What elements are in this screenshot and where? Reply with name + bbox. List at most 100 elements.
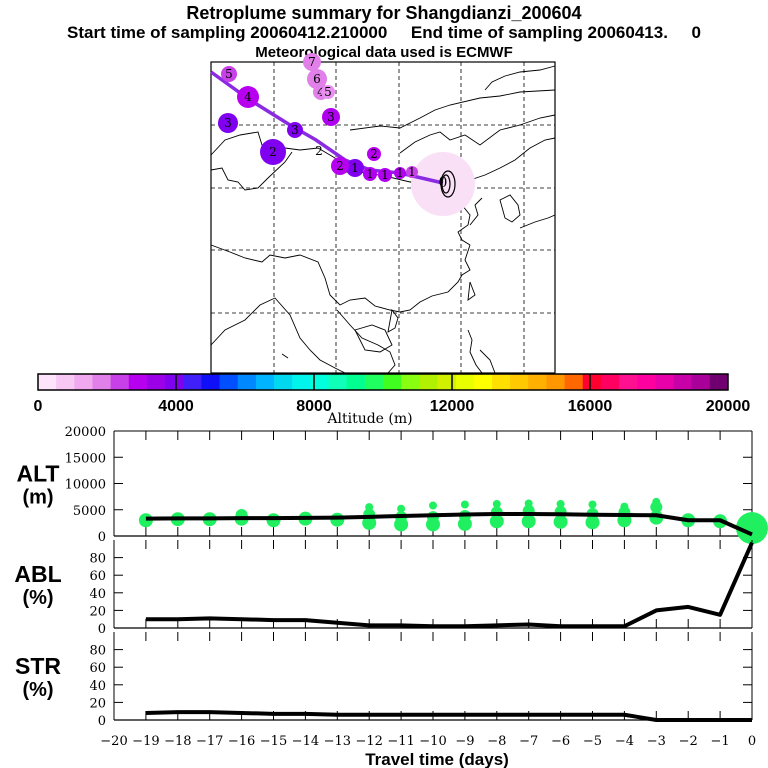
cluster-day-label: 2 bbox=[370, 147, 378, 161]
panel-unit-label: (m) bbox=[22, 487, 53, 509]
x-tick-label: 0 bbox=[748, 734, 756, 749]
panel-label: ALT bbox=[16, 461, 59, 487]
colorbar-swatch bbox=[310, 374, 330, 390]
y-tick-label: 0 bbox=[98, 622, 106, 637]
colorbar-swatch bbox=[401, 374, 420, 390]
trajectory-cluster-marker bbox=[322, 108, 340, 126]
panel-abl: 0 20 40 60 80 ABL(%) bbox=[14, 540, 754, 637]
x-tick-label: −12 bbox=[355, 734, 382, 749]
colorbar-frame bbox=[37, 373, 729, 391]
met-data-subtitle: Meteorological data used is ECMWF bbox=[255, 44, 513, 61]
trajectory-cluster-marker bbox=[346, 159, 364, 177]
altitude-scatter-point bbox=[521, 514, 536, 529]
colorbar-swatch bbox=[510, 374, 529, 390]
colorbar-swatch bbox=[38, 374, 57, 390]
release-contour bbox=[440, 170, 456, 198]
panel-label: ABL bbox=[14, 561, 61, 587]
x-tick-label: −2 bbox=[679, 734, 698, 749]
colorbar-swatch bbox=[292, 374, 311, 390]
colorbar-swatch bbox=[274, 374, 293, 390]
colorbar-swatch bbox=[582, 374, 602, 390]
altitude-scatter-point bbox=[652, 497, 661, 506]
y-tick-label: 20000 bbox=[65, 425, 106, 440]
trajectory-cluster-marker bbox=[378, 168, 392, 182]
colorbar-swatch bbox=[600, 374, 620, 390]
colorbar-swatch bbox=[691, 374, 711, 390]
map-coastlines bbox=[210, 65, 556, 374]
trajectory-cluster-marker bbox=[367, 147, 381, 161]
altitude-scatter-point bbox=[556, 499, 565, 508]
trajectory-cluster-marker bbox=[406, 166, 418, 178]
cluster-day-label: 1 bbox=[396, 166, 404, 180]
altitude-scatter-point bbox=[330, 512, 345, 527]
colorbar-tick-label: 12000 bbox=[430, 398, 475, 415]
cluster-day-label: 4 bbox=[244, 90, 252, 104]
x-tick-label: −17 bbox=[196, 734, 223, 749]
colorbar-swatch bbox=[455, 374, 475, 390]
altitude-scatter-point bbox=[585, 515, 600, 530]
x-tick-label: −14 bbox=[292, 734, 319, 749]
cluster-day-label: 1 bbox=[366, 167, 374, 181]
trajectory-cluster-marker bbox=[237, 86, 259, 108]
colorbar-swatch bbox=[419, 374, 438, 390]
panel-unit-label: (%) bbox=[22, 679, 53, 701]
x-tick-label: −5 bbox=[583, 734, 602, 749]
altitude-scatter-point bbox=[492, 499, 501, 508]
y-tick-label: 40 bbox=[89, 587, 106, 602]
cluster-day-label: 6 bbox=[313, 72, 321, 86]
x-tick-label: −15 bbox=[260, 734, 287, 749]
cluster-day-label: 2 bbox=[315, 144, 323, 158]
y-tick-label: 80 bbox=[89, 644, 106, 659]
altitude-scatter-point bbox=[460, 500, 469, 509]
colorbar-swatch bbox=[146, 374, 166, 390]
y-tick-label: 20 bbox=[89, 604, 106, 619]
trajectory-cluster-marker bbox=[363, 167, 377, 181]
x-tick-label: −1 bbox=[711, 734, 730, 749]
map-markers: 0111112222333445567 bbox=[218, 53, 456, 198]
trajectory-cluster-marker bbox=[260, 139, 286, 165]
x-tick-label: −9 bbox=[455, 734, 474, 749]
cluster-day-label: 1 bbox=[408, 165, 416, 179]
release-contour bbox=[441, 174, 451, 194]
y-tick-label: 80 bbox=[89, 552, 106, 567]
y-tick-label: 10000 bbox=[65, 478, 106, 493]
x-tick-label: −3 bbox=[647, 734, 666, 749]
cluster-day-label: 3 bbox=[291, 123, 299, 137]
altitude-scatter-point bbox=[365, 503, 374, 512]
y-tick-label: 60 bbox=[89, 569, 106, 584]
y-tick-label: 0 bbox=[98, 530, 106, 545]
cluster-day-label: 5 bbox=[225, 67, 233, 81]
altitude-scatter-point bbox=[553, 514, 568, 529]
colorbar-label: Altitude (m) bbox=[326, 411, 412, 427]
y-tick-label: 15000 bbox=[65, 451, 106, 466]
y-tick-label: 5000 bbox=[73, 504, 106, 519]
cluster-day-label: 1 bbox=[351, 161, 359, 175]
cluster-day-label: 2 bbox=[269, 145, 277, 159]
altitude-colorbar: 0 4000 8000 12000 16000 20000 Altitude (m) bbox=[34, 373, 750, 427]
colorbar-swatch bbox=[74, 374, 93, 390]
x-axis-label: Travel time (days) bbox=[365, 750, 509, 768]
colorbar-swatch bbox=[110, 374, 130, 390]
colorbar-swatch bbox=[437, 374, 457, 390]
trajectory-cluster-marker bbox=[394, 167, 406, 179]
panel-unit-label: (%) bbox=[22, 587, 53, 609]
colorbar-swatch bbox=[346, 374, 366, 390]
colorbar-tick-label: 16000 bbox=[568, 398, 613, 415]
colorbar-tick-label: 0 bbox=[34, 398, 43, 415]
colorbar-tick-label: 8000 bbox=[296, 398, 332, 415]
y-tick-label: 20 bbox=[89, 696, 106, 711]
alt-series-line bbox=[145, 511, 753, 537]
abl-series-line bbox=[145, 541, 754, 629]
cluster-day-label: 3 bbox=[327, 110, 335, 124]
panel-label: STR bbox=[15, 653, 61, 679]
colorbar-tick-label: 4000 bbox=[158, 398, 194, 415]
x-tick-label: −18 bbox=[164, 734, 191, 749]
altitude-scatter-point bbox=[362, 515, 377, 530]
trajectory-cluster-marker bbox=[218, 113, 238, 133]
map-frame bbox=[210, 61, 556, 374]
trajectory-cluster-marker bbox=[287, 122, 303, 138]
altitude-scatter-point bbox=[429, 501, 437, 510]
trajectory-cluster-marker bbox=[307, 69, 327, 89]
y-tick-label: 60 bbox=[89, 661, 106, 676]
colorbar-swatch bbox=[328, 374, 348, 390]
